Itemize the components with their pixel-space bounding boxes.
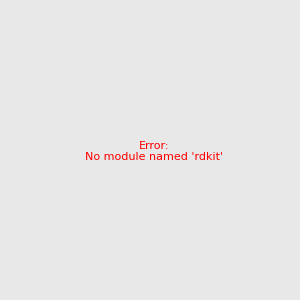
Text: Error:
No module named 'rdkit': Error: No module named 'rdkit' [85, 141, 223, 162]
